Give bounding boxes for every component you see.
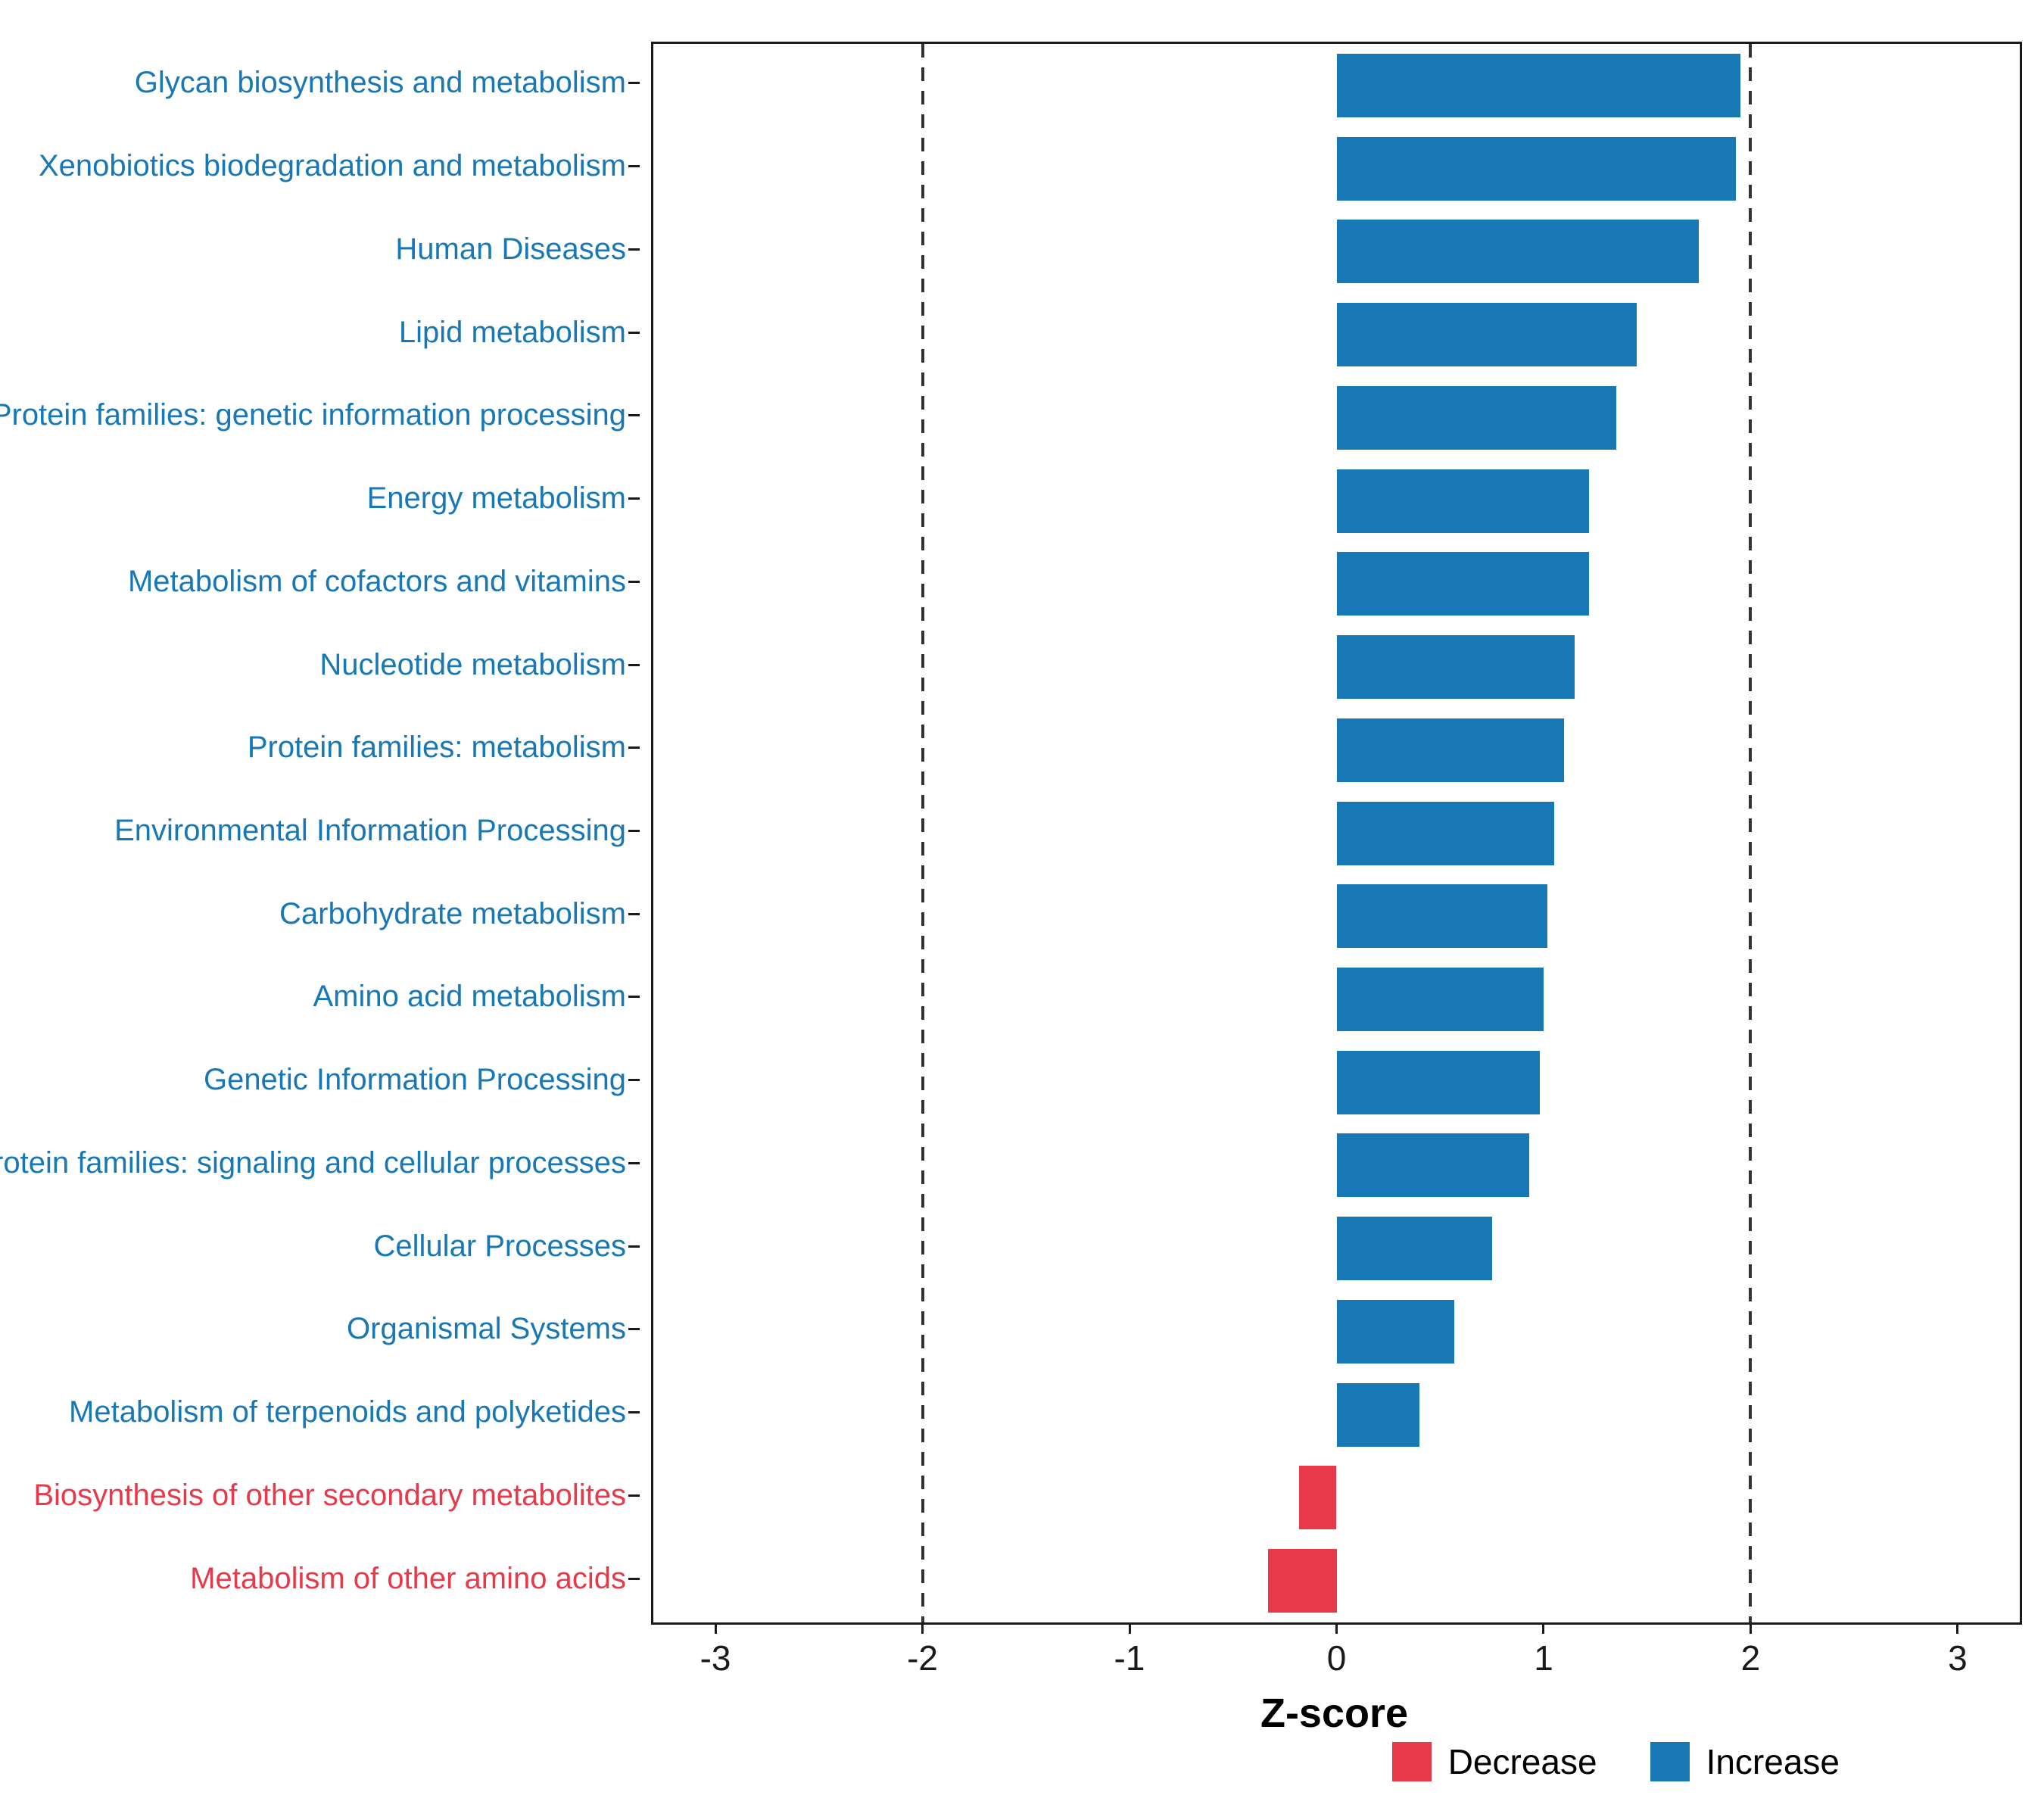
y-axis-tick: [628, 165, 640, 168]
y-axis-tick: [628, 1161, 640, 1164]
category-label: Biosynthesis of other secondary metaboli…: [33, 1478, 626, 1512]
category-label: Protein families: metabolism: [247, 731, 626, 765]
x-axis-tick-label: 1: [1534, 1638, 1553, 1678]
x-axis-tick: [1335, 1622, 1338, 1634]
bar: [1299, 1466, 1337, 1530]
x-axis-tick-label: 2: [1740, 1638, 1761, 1678]
legend-label: Increase: [1706, 1742, 1840, 1781]
category-label: Glycan biosynthesis and metabolism: [134, 66, 626, 100]
x-axis-tick-label: 0: [1326, 1638, 1347, 1678]
x-axis-tick-label: -1: [1114, 1638, 1145, 1678]
reference-line--2: [921, 44, 924, 1622]
bar: [1336, 1217, 1492, 1281]
y-axis-tick: [628, 248, 640, 251]
x-axis-tick: [921, 1622, 924, 1634]
category-label: Metabolism of other amino acids: [190, 1561, 626, 1595]
y-axis-tick: [628, 82, 640, 85]
bar: [1336, 552, 1590, 616]
bar: [1336, 1050, 1540, 1114]
category-label: Genetic Information Processing: [203, 1063, 626, 1097]
y-axis-tick: [628, 1245, 640, 1248]
x-axis-tick-label: -3: [700, 1638, 731, 1678]
category-label: Protein families: genetic information pr…: [0, 398, 626, 432]
bar: [1336, 469, 1590, 533]
y-axis-tick: [628, 1494, 640, 1497]
category-label: Human Diseases: [395, 232, 626, 266]
bar: [1336, 53, 1740, 117]
bar: [1336, 967, 1544, 1031]
x-axis-tick-label: 3: [1948, 1638, 1968, 1678]
category-label: Xenobiotics biodegradation and metabolis…: [38, 149, 626, 183]
reference-line-2: [1749, 44, 1753, 1622]
x-axis-tick-label: -2: [907, 1638, 938, 1678]
bar: [1336, 385, 1616, 450]
y-axis-tick: [628, 497, 640, 500]
category-label: Lipid metabolism: [398, 315, 626, 349]
bar: [1336, 1299, 1455, 1364]
y-axis-tick: [628, 414, 640, 417]
legend: Decrease Increase: [1391, 1741, 1840, 1782]
y-axis-tick: [628, 580, 640, 583]
y-axis-tick: [628, 331, 640, 334]
category-label: Energy metabolism: [366, 482, 626, 516]
bar: [1336, 136, 1737, 201]
x-axis-tick: [1956, 1622, 1959, 1634]
legend-label: Decrease: [1447, 1742, 1597, 1781]
y-axis-tick: [628, 1577, 640, 1580]
category-label: Amino acid metabolism: [313, 980, 627, 1014]
y-axis-tick: [628, 1079, 640, 1082]
x-axis-tick: [1128, 1622, 1131, 1634]
category-label: Metabolism of cofactors and vitamins: [127, 564, 626, 598]
bar: [1336, 1133, 1529, 1198]
category-label: Protein families: signaling and cellular…: [0, 1145, 626, 1180]
bar: [1336, 884, 1548, 949]
x-axis-tick: [714, 1622, 717, 1634]
category-label: Cellular Processes: [373, 1229, 626, 1263]
bar: [1336, 1382, 1419, 1447]
x-axis-title: Z-score: [1260, 1691, 1409, 1736]
bar: [1336, 801, 1554, 865]
legend-item-increase: Increase: [1650, 1741, 1840, 1782]
bar: [1268, 1549, 1337, 1613]
y-axis-tick: [628, 830, 640, 832]
y-axis-tick: [628, 996, 640, 999]
legend-swatch-decrease: [1391, 1742, 1432, 1781]
bar: [1336, 303, 1637, 367]
category-label: Nucleotide metabolism: [319, 647, 626, 681]
x-axis: -3 -2 -1 0 1 2 3: [651, 1622, 2022, 1683]
legend-item-decrease: Decrease: [1391, 1741, 1597, 1782]
x-axis-tick: [1542, 1622, 1545, 1634]
category-axis: Glycan biosynthesis and metabolism Xenobi…: [0, 42, 640, 1620]
y-axis-tick: [628, 912, 640, 915]
bar: [1336, 220, 1700, 284]
bar: [1336, 635, 1575, 700]
category-label: Metabolism of terpenoids and polyketides: [69, 1395, 626, 1429]
legend-swatch-increase: [1650, 1742, 1690, 1781]
bar: [1336, 718, 1565, 782]
y-axis-tick: [628, 663, 640, 666]
category-label: Environmental Information Processing: [114, 813, 626, 847]
x-axis-tick: [1749, 1622, 1752, 1634]
y-axis-tick: [628, 746, 640, 750]
y-axis-tick: [628, 1328, 640, 1331]
category-label: Organismal Systems: [347, 1312, 626, 1346]
plot-panel: [651, 42, 2022, 1625]
y-axis-tick: [628, 1411, 640, 1414]
category-label: Carbohydrate metabolism: [279, 896, 626, 930]
